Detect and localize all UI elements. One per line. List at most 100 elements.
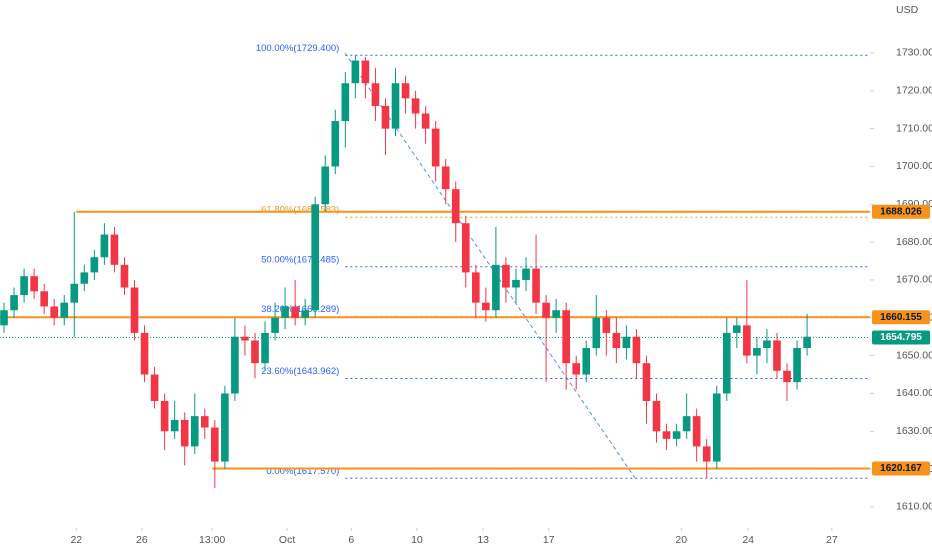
candle-body xyxy=(321,166,330,205)
candle-body xyxy=(632,336,641,364)
candle-body xyxy=(110,234,119,265)
candle-body xyxy=(461,223,470,273)
candle-body xyxy=(100,234,109,258)
currency-label: USD xyxy=(896,4,919,16)
y-tick-label: 1630.000 xyxy=(896,425,932,437)
candle-body xyxy=(271,317,279,333)
x-tick-label: 13 xyxy=(477,534,489,546)
fib-label: 50.00%(1673.485) xyxy=(261,254,339,265)
candle-body xyxy=(211,427,219,462)
x-tick-label: 20 xyxy=(675,534,687,546)
candle-body xyxy=(482,302,490,311)
candle-body xyxy=(160,401,169,432)
candle-body xyxy=(682,416,691,432)
candle-body xyxy=(180,419,189,447)
candle-body xyxy=(431,128,440,167)
candle-body xyxy=(522,268,530,280)
candle-body xyxy=(773,340,781,371)
candle-body xyxy=(30,276,38,292)
candle-body xyxy=(672,431,681,439)
candle-body xyxy=(50,306,59,318)
candle-body xyxy=(592,317,601,349)
candle-body xyxy=(662,431,671,439)
price-tag xyxy=(872,461,930,476)
y-tick-label: 1680.000 xyxy=(896,236,932,248)
y-tick-label: 1700.000 xyxy=(896,160,932,172)
x-tick-label: 27 xyxy=(826,534,838,546)
candle-body xyxy=(612,332,621,349)
y-tick-label: 1730.000 xyxy=(896,47,932,59)
candle-body xyxy=(361,60,370,84)
y-tick-label: 1610.000 xyxy=(896,501,932,513)
candle-body xyxy=(722,332,731,394)
candle-body xyxy=(753,348,761,356)
candle-body xyxy=(562,310,570,364)
candle-body xyxy=(692,416,701,447)
candle-body xyxy=(783,370,791,383)
candle-body xyxy=(582,348,591,375)
x-tick-label: 6 xyxy=(348,534,354,546)
candle-body xyxy=(743,325,751,356)
candle-body xyxy=(221,393,229,462)
price-tag-label: 1660.155 xyxy=(880,312,922,323)
candle-body xyxy=(401,83,410,99)
candle-body xyxy=(421,113,430,129)
candle-body xyxy=(80,272,89,284)
candle-body xyxy=(793,348,801,383)
candle-body xyxy=(642,363,651,402)
x-tick-label: 26 xyxy=(136,534,148,546)
candle-body xyxy=(441,166,450,190)
y-tick-label: 1720.000 xyxy=(896,85,932,97)
candle-body xyxy=(512,279,520,288)
candle-body xyxy=(331,121,340,167)
candle-body xyxy=(472,272,480,303)
candle-body xyxy=(70,283,79,303)
candle-body xyxy=(291,306,299,318)
x-tick-label: Oct xyxy=(279,534,295,546)
candle-body xyxy=(40,291,48,307)
candle-body xyxy=(301,310,309,318)
candle-body xyxy=(241,336,249,341)
candle-body xyxy=(532,268,540,303)
candle-body xyxy=(381,105,390,129)
candle-body xyxy=(251,340,259,364)
candle-body xyxy=(0,310,8,326)
candle-body xyxy=(552,310,560,318)
candle-body xyxy=(231,336,239,394)
price-tag-label: 1654.795 xyxy=(880,332,922,343)
candle-body xyxy=(120,264,129,288)
fib-label: 100.00%(1729.400) xyxy=(256,43,339,54)
candle-body xyxy=(391,83,400,129)
price-tag xyxy=(872,204,930,219)
fib-label: 61.80%(1686.583) xyxy=(261,205,339,216)
price-tag-label: 1688.026 xyxy=(880,206,922,217)
x-tick-label: 10 xyxy=(411,534,423,546)
candle-body xyxy=(130,287,139,333)
candle-body xyxy=(542,302,550,318)
candle-body xyxy=(341,83,350,122)
candle-body xyxy=(281,306,289,318)
candle-body xyxy=(200,416,209,428)
candle-body xyxy=(10,295,18,311)
candle-body xyxy=(60,302,69,318)
x-tick-label: 17 xyxy=(543,534,555,546)
candle-body xyxy=(803,336,811,349)
candle-body xyxy=(712,393,721,462)
y-tick-label: 1650.000 xyxy=(896,349,932,361)
candle-body xyxy=(492,264,500,311)
candle-body xyxy=(311,204,320,311)
price-tag-label: 1620.167 xyxy=(880,463,922,474)
candle-body xyxy=(20,276,28,296)
candle-body xyxy=(572,363,581,375)
fib-label: 38.20%(1660.289) xyxy=(261,304,339,315)
y-tick-label: 1640.000 xyxy=(896,387,932,399)
price-tag xyxy=(872,330,930,345)
candle-body xyxy=(702,446,711,462)
candle-body xyxy=(190,416,199,447)
x-tick-label: 24 xyxy=(742,534,754,546)
y-tick-label: 1670.000 xyxy=(896,274,932,286)
candle-body xyxy=(602,317,611,333)
price-tag xyxy=(872,310,930,325)
candle-body xyxy=(150,374,159,402)
